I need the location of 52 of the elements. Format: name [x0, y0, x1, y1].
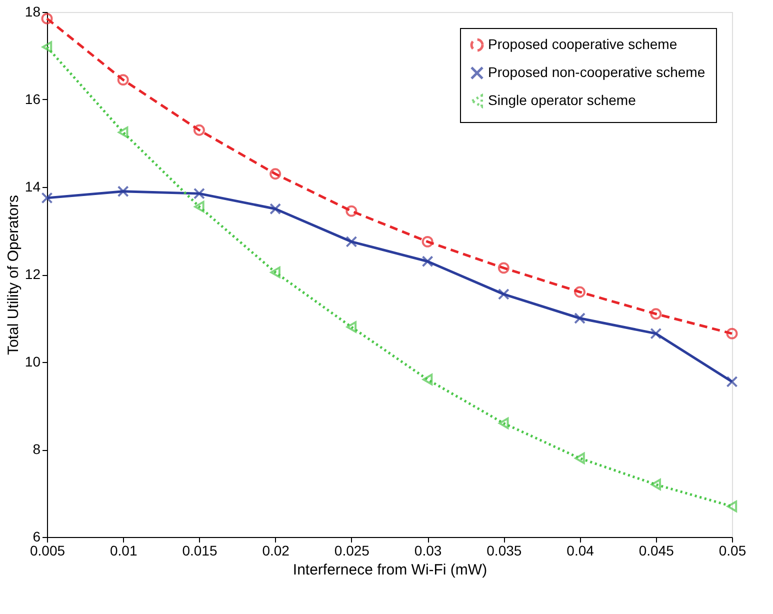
- y-tick-label: 14: [24, 178, 41, 194]
- point: [193, 188, 205, 200]
- y-tick-label: 8: [32, 441, 41, 457]
- legend-label: Proposed cooperative scheme: [488, 36, 678, 52]
- point: [726, 328, 738, 340]
- point: [42, 41, 52, 53]
- y-axis-title: Total Utility of Operators: [4, 194, 22, 356]
- point: [41, 12, 53, 24]
- y-tick-label: 16: [24, 91, 41, 107]
- y-tick-label: 10: [24, 354, 41, 370]
- point: [270, 266, 280, 278]
- point: [574, 312, 586, 324]
- x-tick-label: 0.015: [182, 542, 218, 558]
- point: [726, 500, 738, 512]
- point: [650, 308, 662, 320]
- point: [346, 321, 357, 333]
- x-axis-title: Interfernece from Wi-Fi (mW): [292, 562, 488, 578]
- point: [41, 192, 53, 204]
- x-tick-label: 0.005: [30, 542, 66, 558]
- x-tick-label: 0.04: [566, 542, 594, 558]
- point: [422, 236, 434, 248]
- point: [422, 256, 434, 268]
- legend-label: Single operator scheme: [488, 92, 636, 108]
- point: [650, 328, 662, 340]
- point: [117, 74, 129, 86]
- x-tick-label: 0.035: [486, 542, 522, 558]
- point: [498, 288, 510, 300]
- point: [498, 262, 510, 274]
- point: [650, 478, 661, 490]
- y-tick-label: 18: [24, 4, 41, 20]
- point: [726, 376, 738, 388]
- x-tick-label: 0.05: [718, 542, 746, 558]
- point: [574, 286, 586, 298]
- point: [574, 452, 585, 464]
- point: [270, 203, 282, 215]
- point: [117, 186, 129, 198]
- point: [270, 168, 282, 180]
- point: [194, 200, 204, 212]
- point: [346, 205, 358, 217]
- x-tick-label: 0.025: [334, 542, 370, 558]
- x-tick-label: 0.03: [414, 542, 442, 558]
- x-tick-label: 0.02: [262, 542, 290, 558]
- point: [118, 126, 128, 138]
- y-tick-label: 12: [24, 266, 41, 282]
- point: [422, 374, 433, 386]
- x-tick-label: 0.045: [638, 542, 674, 558]
- point: [498, 418, 509, 429]
- point: [346, 236, 358, 248]
- legend-label: Proposed non-cooperative scheme: [488, 64, 706, 80]
- point: [193, 124, 205, 136]
- y-tick-label: 6: [32, 528, 41, 544]
- x-tick-label: 0.01: [110, 542, 138, 558]
